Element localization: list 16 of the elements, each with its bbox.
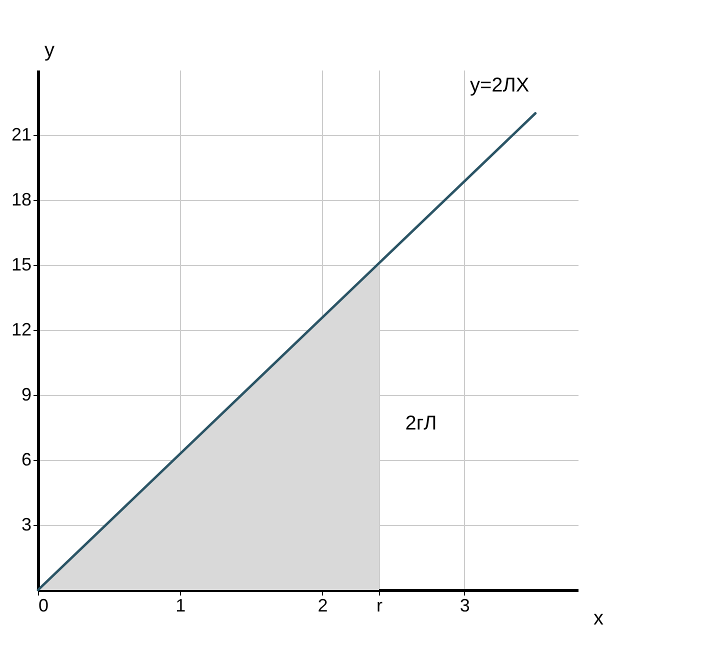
x-tick-label: 0 xyxy=(38,596,49,616)
y-tick-label: 6 xyxy=(21,450,32,470)
annotation: y=2ЛХ xyxy=(470,74,530,97)
y-tick-label: 9 xyxy=(21,384,32,404)
x-tick-label: 3 xyxy=(460,596,470,616)
annotation: 2гЛ xyxy=(405,412,437,435)
y-tick-label: 18 xyxy=(11,190,32,210)
y-tick-label: 3 xyxy=(21,514,32,534)
y-axis-title: y xyxy=(44,40,54,62)
y-tick-label: 15 xyxy=(11,254,32,274)
y-tick-label: 12 xyxy=(11,320,32,340)
x-tick-label: r xyxy=(376,596,383,616)
x-axis-title: x xyxy=(594,608,604,630)
x-tick-label: 2 xyxy=(318,596,328,616)
y-tick-label: 21 xyxy=(11,124,32,144)
x-tick-label: 1 xyxy=(176,596,186,616)
